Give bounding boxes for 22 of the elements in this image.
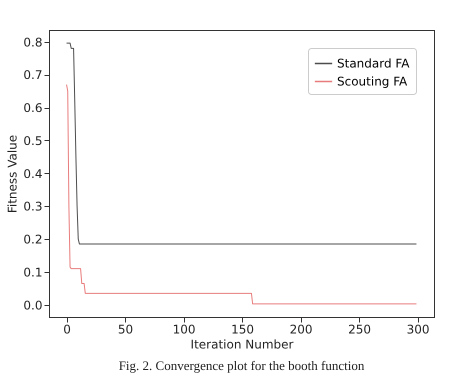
y-tick-label: 0.5 — [23, 134, 42, 148]
y-tick-label: 0.6 — [23, 101, 42, 116]
y-tick-label: 0.1 — [23, 265, 42, 280]
x-tick-label: 100 — [172, 322, 196, 336]
legend-label: Standard FA — [337, 56, 410, 70]
x-tick-label: 200 — [290, 322, 313, 336]
x-axis-title: Iteration Number — [190, 338, 294, 352]
line-series — [66, 42, 417, 245]
x-tick-label: 300 — [406, 322, 430, 336]
x-tick-label: 250 — [348, 322, 372, 336]
legend-label: Scouting FA — [337, 74, 408, 88]
y-tick-label: 0.4 — [23, 166, 42, 181]
y-tick-label: 0.8 — [23, 35, 42, 50]
x-tick-label: 0 — [63, 322, 71, 336]
x-tick-label: 150 — [231, 322, 254, 336]
y-axis-title: Fitness Value — [5, 134, 20, 214]
caption: Fig. 2. Convergence plot for the booth function — [118, 358, 365, 373]
y-tick-label: 0.0 — [23, 298, 42, 312]
y-tick-label: 0.7 — [23, 68, 42, 82]
y-tick-label: 0.3 — [23, 200, 42, 214]
y-tick-label: 0.2 — [23, 232, 42, 247]
x-tick-label: 50 — [118, 322, 134, 336]
